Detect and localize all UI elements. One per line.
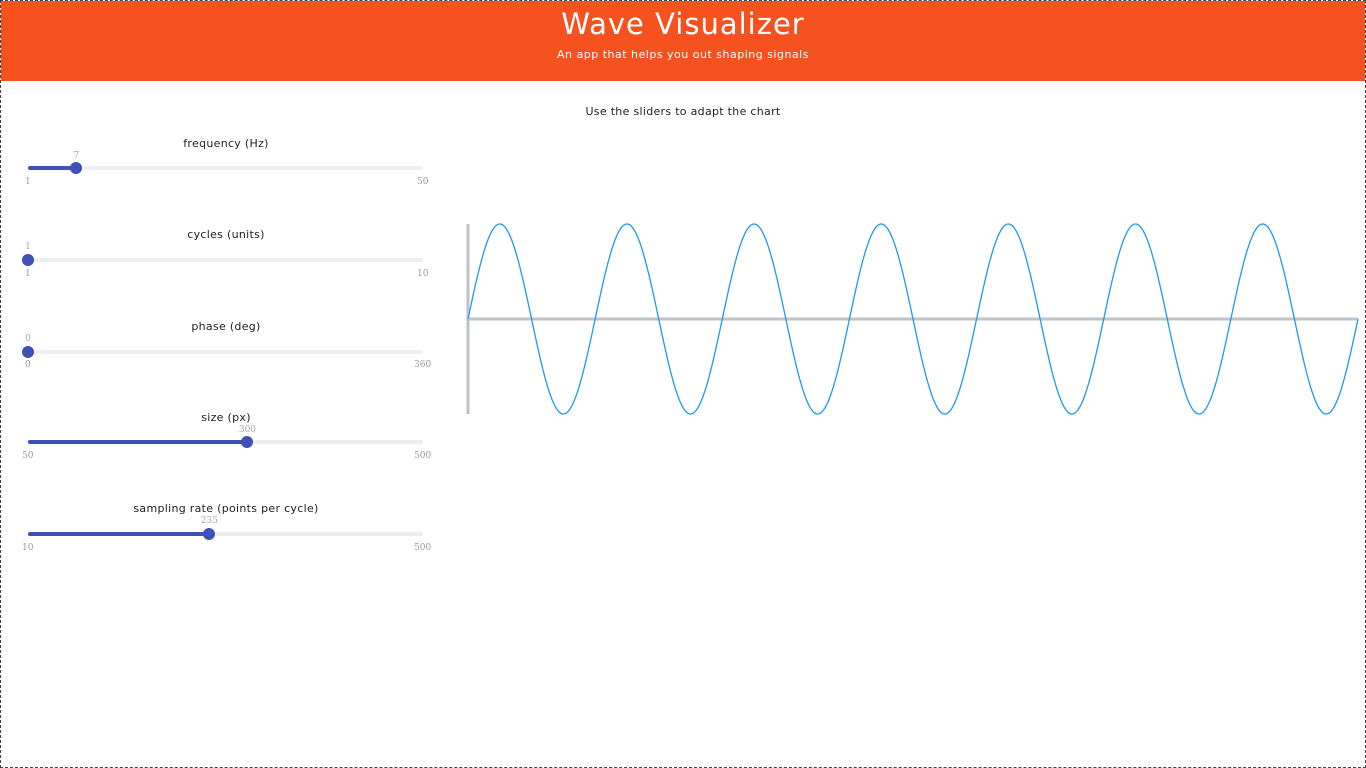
wave-chart xyxy=(466,223,1359,415)
sampling-rate-slider-track[interactable] xyxy=(28,528,423,540)
frequency-slider-thumb[interactable] xyxy=(70,162,83,174)
frequency-max: 50 xyxy=(417,177,429,187)
frequency-slider-fill xyxy=(28,166,77,170)
cycles-slider-track[interactable] xyxy=(22,254,423,266)
size-slider-group: size (px) 300 50 500 xyxy=(0,411,452,481)
sampling-rate-max: 500 xyxy=(414,543,432,553)
size-slider-thumb[interactable] xyxy=(241,436,254,448)
size-slider-label: size (px) xyxy=(201,411,251,424)
app-subtitle: An app that helps you out shaping signal… xyxy=(557,48,809,61)
frequency-slider-track[interactable] xyxy=(28,162,423,174)
frequency-slider-group: frequency (Hz) 7 1 50 xyxy=(0,137,452,207)
phase-slider-label: phase (deg) xyxy=(191,320,261,333)
sampling-rate-value: 235 xyxy=(200,516,218,526)
frequency-slider-label: frequency (Hz) xyxy=(183,137,269,150)
sampling-rate-slider-thumb[interactable] xyxy=(203,528,216,540)
sampling-rate-min: 10 xyxy=(22,543,34,553)
cycles-slider-group: cycles (units) 1 1 10 xyxy=(0,228,452,298)
cycles-slider-label: cycles (units) xyxy=(187,228,265,241)
app-title: Wave Visualizer xyxy=(561,7,805,41)
size-min: 50 xyxy=(22,451,34,461)
size-value: 300 xyxy=(238,425,257,435)
sampling-rate-slider-label: sampling rate (points per cycle) xyxy=(133,502,319,515)
phase-slider-track[interactable] xyxy=(22,346,423,358)
cycles-min: 1 xyxy=(25,269,31,279)
size-max: 500 xyxy=(414,451,432,461)
frequency-min: 1 xyxy=(25,177,31,187)
phase-value: 0 xyxy=(25,334,31,344)
phase-slider-thumb[interactable] xyxy=(22,346,34,358)
cycles-max: 10 xyxy=(417,269,429,279)
size-slider-track[interactable] xyxy=(28,436,423,448)
instructions-text: Use the sliders to adapt the chart xyxy=(585,105,781,118)
sampling-rate-slider-group: sampling rate (points per cycle) 235 10 … xyxy=(0,502,452,572)
frequency-value: 7 xyxy=(73,151,80,161)
cycles-slider-thumb[interactable] xyxy=(22,254,34,266)
phase-min: 0 xyxy=(25,360,31,370)
app-header: Wave Visualizer An app that helps you ou… xyxy=(1,1,1365,81)
cycles-value: 1 xyxy=(25,242,31,252)
phase-slider-group: phase (deg) 0 0 360 xyxy=(0,320,452,390)
size-slider-fill xyxy=(28,440,248,444)
sine-wave xyxy=(467,223,1359,415)
phase-max: 360 xyxy=(414,360,432,370)
sampling-rate-slider-fill xyxy=(28,532,210,536)
